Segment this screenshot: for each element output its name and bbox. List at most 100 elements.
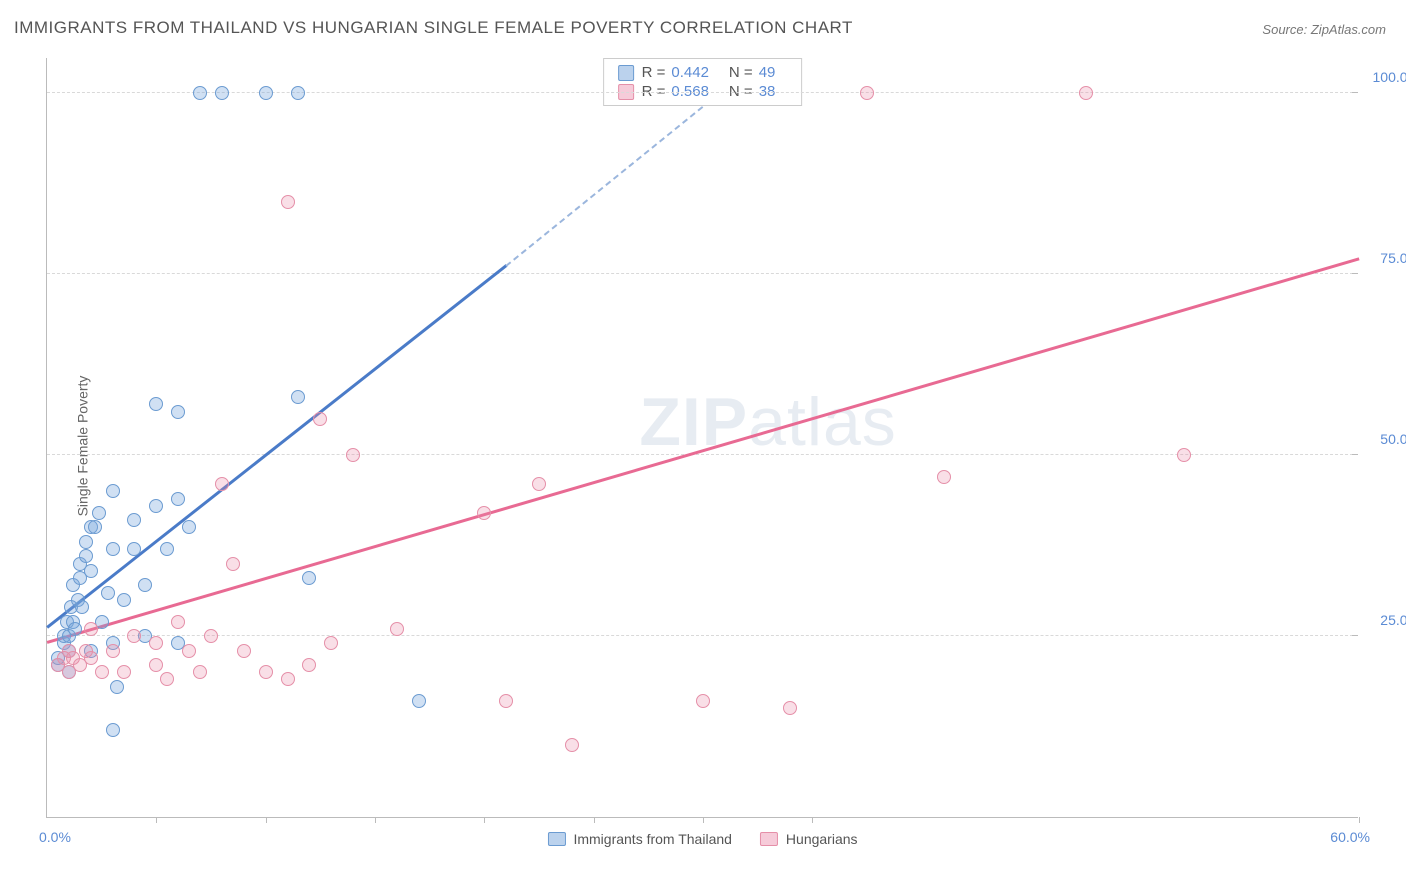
data-point-series-b: [84, 622, 98, 636]
swatch-series-a: [547, 832, 565, 846]
data-point-series-b: [499, 694, 513, 708]
legend-label: Hungarians: [786, 831, 858, 847]
data-point-series-b: [477, 506, 491, 520]
data-point-series-a: [75, 600, 89, 614]
trendline-series-b: [47, 257, 1360, 643]
data-point-series-b: [95, 665, 109, 679]
x-axis-min-label: 0.0%: [39, 829, 71, 845]
data-point-series-b: [696, 694, 710, 708]
data-point-series-a: [106, 484, 120, 498]
series-legend: Immigrants from Thailand Hungarians: [547, 831, 857, 847]
data-point-series-b: [1177, 448, 1191, 462]
data-point-series-a: [127, 513, 141, 527]
data-point-series-a: [110, 680, 124, 694]
y-tick-label: 25.0%: [1380, 612, 1406, 628]
x-axis-tick: [266, 817, 267, 823]
gridline-horizontal: [47, 635, 1358, 636]
data-point-series-a: [79, 549, 93, 563]
data-point-series-a: [92, 506, 106, 520]
y-axis-tick: [1352, 635, 1358, 636]
y-tick-label: 100.0%: [1373, 69, 1406, 85]
x-axis-tick: [812, 817, 813, 823]
data-point-series-b: [149, 636, 163, 650]
data-point-series-b: [346, 448, 360, 462]
gridline-horizontal: [47, 454, 1358, 455]
data-point-series-a: [79, 535, 93, 549]
data-point-series-a: [106, 542, 120, 556]
data-point-series-a: [149, 499, 163, 513]
data-point-series-a: [259, 86, 273, 100]
data-point-series-b: [324, 636, 338, 650]
swatch-series-b: [760, 832, 778, 846]
watermark-light: atlas: [748, 384, 897, 460]
swatch-series-a: [618, 65, 634, 81]
data-point-series-b: [860, 86, 874, 100]
data-point-series-b: [259, 665, 273, 679]
data-point-series-b: [171, 615, 185, 629]
data-point-series-a: [182, 520, 196, 534]
watermark: ZIPatlas: [639, 383, 896, 461]
data-point-series-a: [160, 542, 174, 556]
data-point-series-b: [84, 651, 98, 665]
y-axis-tick: [1352, 92, 1358, 93]
data-point-series-a: [68, 622, 82, 636]
trendline-series-a-extrapolated: [506, 106, 704, 267]
data-point-series-b: [565, 738, 579, 752]
data-point-series-a: [291, 86, 305, 100]
data-point-series-b: [127, 629, 141, 643]
watermark-bold: ZIP: [639, 384, 748, 460]
data-point-series-a: [127, 542, 141, 556]
chart-title: IMMIGRANTS FROM THAILAND VS HUNGARIAN SI…: [14, 18, 853, 38]
x-axis-tick: [375, 817, 376, 823]
correlation-legend: R = 0.442 N = 49 R = 0.568 N = 38: [603, 58, 803, 106]
data-point-series-a: [171, 492, 185, 506]
n-value: 49: [759, 64, 776, 81]
data-point-series-a: [101, 586, 115, 600]
data-point-series-b: [215, 477, 229, 491]
source-name: ZipAtlas.com: [1311, 22, 1386, 37]
data-point-series-b: [302, 658, 316, 672]
data-point-series-a: [171, 405, 185, 419]
x-axis-tick: [1359, 817, 1360, 823]
x-axis-tick: [594, 817, 595, 823]
scatter-plot-area: ZIPatlas R = 0.442 N = 49 R = 0.568 N = …: [46, 58, 1358, 818]
x-axis-tick: [484, 817, 485, 823]
r-label: R =: [642, 64, 666, 81]
data-point-series-b: [281, 195, 295, 209]
legend-row: R = 0.442 N = 49: [618, 63, 788, 82]
data-point-series-a: [302, 571, 316, 585]
data-point-series-a: [149, 397, 163, 411]
data-point-series-b: [313, 412, 327, 426]
data-point-series-a: [193, 86, 207, 100]
gridline-horizontal: [47, 92, 1358, 93]
data-point-series-a: [291, 390, 305, 404]
data-point-series-a: [106, 723, 120, 737]
data-point-series-b: [390, 622, 404, 636]
legend-item: Immigrants from Thailand: [547, 831, 731, 847]
data-point-series-b: [783, 701, 797, 715]
data-point-series-b: [117, 665, 131, 679]
data-point-series-b: [937, 470, 951, 484]
data-point-series-b: [281, 672, 295, 686]
legend-label: Immigrants from Thailand: [573, 831, 731, 847]
data-point-series-a: [412, 694, 426, 708]
data-point-series-a: [215, 86, 229, 100]
source-attribution: Source: ZipAtlas.com: [1262, 22, 1386, 37]
data-point-series-b: [149, 658, 163, 672]
y-axis-tick: [1352, 454, 1358, 455]
x-axis-tick: [703, 817, 704, 823]
y-tick-label: 75.0%: [1380, 250, 1406, 266]
data-point-series-b: [532, 477, 546, 491]
data-point-series-a: [138, 578, 152, 592]
data-point-series-b: [226, 557, 240, 571]
n-label: N =: [729, 64, 753, 81]
data-point-series-b: [1079, 86, 1093, 100]
data-point-series-b: [182, 644, 196, 658]
data-point-series-b: [237, 644, 251, 658]
data-point-series-b: [204, 629, 218, 643]
legend-item: Hungarians: [760, 831, 858, 847]
data-point-series-a: [84, 564, 98, 578]
gridline-horizontal: [47, 273, 1358, 274]
source-label: Source:: [1262, 22, 1307, 37]
data-point-series-b: [160, 672, 174, 686]
